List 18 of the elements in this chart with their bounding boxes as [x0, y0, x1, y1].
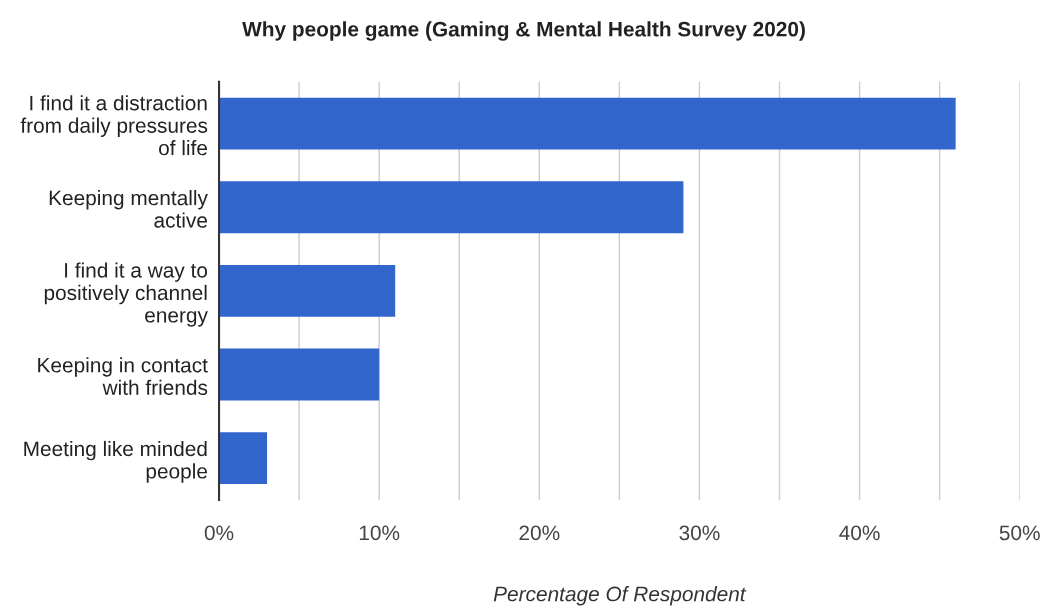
x-tick-label: 0% — [204, 525, 234, 541]
x-tick-label: 10% — [359, 525, 400, 541]
bar — [219, 432, 268, 485]
bar — [219, 348, 380, 401]
bar — [219, 264, 396, 317]
y-tick-label: Meeting like minded people — [24, 440, 207, 483]
x-axis-title: Percentage Of Respondent — [493, 586, 747, 606]
x-tick-label: 40% — [839, 525, 880, 541]
y-tick-label: I find it a way to positively channel energy — [44, 262, 208, 327]
y-tick-label: Keeping in contact with friends — [38, 357, 208, 395]
x-tick-label: 30% — [679, 525, 720, 541]
chart-title: Why people game (Gaming & Mental Health Survey 2020) — [242, 21, 805, 41]
x-tick-label: 20% — [519, 525, 560, 541]
bar — [219, 97, 956, 150]
x-tick-label: 50% — [999, 525, 1040, 541]
bar — [219, 181, 684, 234]
y-tick-label: I find it a distraction from daily pressures of life — [20, 95, 208, 156]
y-tick-label: Keeping mentally active — [49, 189, 208, 228]
